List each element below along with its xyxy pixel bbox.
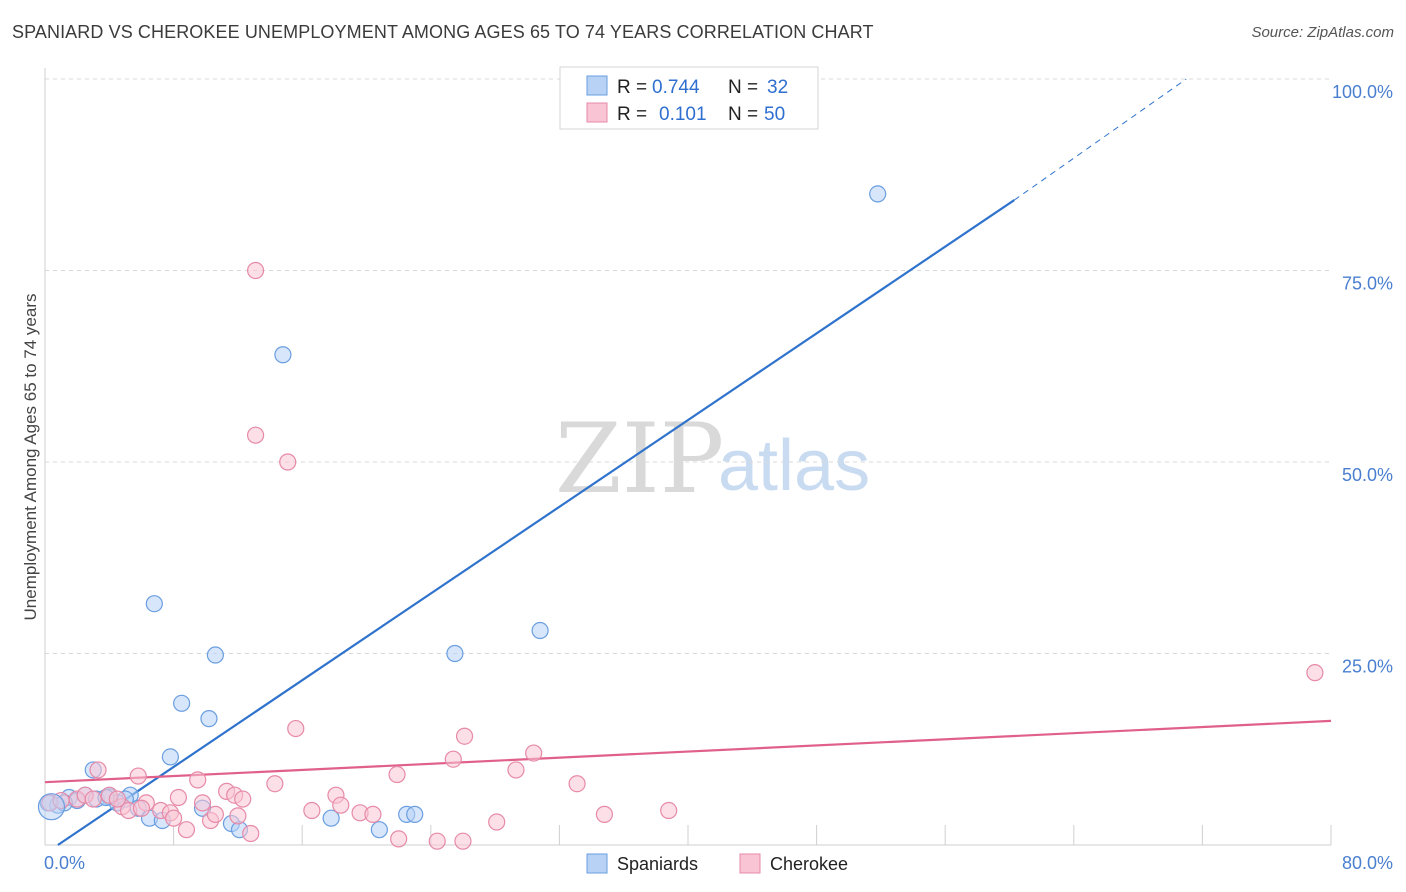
legend-swatch-spaniards <box>586 75 608 96</box>
legend-r-value-spaniards: 0.744 <box>652 77 700 98</box>
point-spaniards <box>200 710 218 728</box>
point-cherokee <box>189 771 207 789</box>
x-tick-labels: 0.0% 80.0% <box>44 853 1393 873</box>
source-credit: Source: ZipAtlas.com <box>1251 24 1394 41</box>
legend-n-value-cherokee: 50 <box>764 104 785 125</box>
point-cherokee <box>246 261 265 280</box>
y-axis-label: Unemployment Among Ages 65 to 74 years <box>21 294 40 621</box>
legend-r-label-cherokee: R = <box>617 104 647 125</box>
point-cherokee <box>234 790 252 808</box>
x-tick-label-max: 80.0% <box>1342 853 1393 873</box>
bottom-legend-swatch-cherokee <box>739 853 761 874</box>
x-tick-label-min: 0.0% <box>44 853 85 873</box>
point-spaniards <box>322 809 340 827</box>
watermark: ZIP atlas <box>555 403 870 515</box>
point-cherokee <box>84 790 102 808</box>
point-cherokee <box>229 807 247 825</box>
point-cherokee <box>169 788 188 807</box>
point-cherokee <box>454 832 472 850</box>
point-cherokee <box>568 775 586 793</box>
point-cherokee <box>287 719 305 738</box>
bottom-legend: Spaniards Cherokee <box>586 853 848 874</box>
axes <box>44 68 1332 846</box>
point-cherokee <box>177 821 196 839</box>
point-cherokee <box>132 799 151 817</box>
point-cherokee <box>388 765 406 784</box>
trend-line-cherokee <box>44 719 1332 784</box>
y-tick-labels: 25.0% 50.0% 75.0% 100.0% <box>1332 82 1393 677</box>
bottom-legend-label-spaniards: Spaniards <box>617 854 698 874</box>
point-spaniards <box>406 805 424 823</box>
point-spaniards <box>531 621 549 640</box>
point-spaniards <box>161 748 179 766</box>
point-cherokee <box>507 761 525 779</box>
point-spaniards <box>370 821 388 839</box>
legend-n-value-spaniards: 32 <box>767 77 788 98</box>
watermark-atlas: atlas <box>718 426 870 506</box>
y-tick-label: 75.0% <box>1342 274 1393 294</box>
point-cherokee <box>165 809 183 827</box>
legend-r-value-cherokee: 0.101 <box>659 104 707 125</box>
point-cherokee <box>455 727 474 745</box>
point-cherokee <box>428 832 446 850</box>
legend-r-label-spaniards: R = <box>617 77 647 98</box>
legend-swatch-cherokee <box>586 102 608 123</box>
point-cherokee <box>266 775 284 793</box>
trend-line-spaniards <box>57 199 1015 846</box>
data-points <box>37 185 1324 850</box>
chart-title: SPANIARD VS CHEROKEE UNEMPLOYMENT AMONG … <box>12 22 874 42</box>
point-cherokee <box>525 744 543 762</box>
point-cherokee <box>206 805 224 823</box>
point-cherokee <box>193 794 212 812</box>
point-cherokee <box>364 805 382 823</box>
legend-n-label-cherokee: N = <box>728 104 758 125</box>
point-spaniards <box>145 595 163 613</box>
point-cherokee <box>332 796 350 814</box>
point-cherokee <box>444 750 462 768</box>
point-cherokee <box>108 790 126 808</box>
point-cherokee <box>129 767 147 785</box>
point-cherokee <box>89 761 107 779</box>
point-cherokee <box>390 830 408 848</box>
point-cherokee <box>488 813 506 831</box>
y-tick-label: 25.0% <box>1342 657 1393 677</box>
trend-line-spaniards-extension <box>1014 78 1187 201</box>
trend-lines <box>44 78 1332 846</box>
point-cherokee <box>242 824 260 843</box>
point-spaniards <box>274 346 292 364</box>
point-cherokee <box>303 801 321 820</box>
watermark-zip: ZIP <box>555 403 724 515</box>
y-tick-label: 100.0% <box>1332 82 1393 102</box>
point-spaniards <box>446 644 464 663</box>
point-cluster-origin <box>37 793 66 821</box>
point-spaniards <box>206 646 224 664</box>
point-spaniards <box>173 694 191 712</box>
point-cherokee <box>279 453 297 471</box>
legend-n-label-spaniards: N = <box>728 77 758 98</box>
y-tick-label: 50.0% <box>1342 465 1393 485</box>
point-spaniards <box>869 185 887 203</box>
point-cherokee <box>246 426 265 444</box>
point-cherokee <box>660 801 678 820</box>
legend: R = 0.744 N = 32 R = 0.101 N = 50 <box>559 66 819 130</box>
bottom-legend-swatch-spaniards <box>586 853 608 874</box>
point-cherokee <box>1306 664 1324 682</box>
point-cherokee <box>595 805 614 823</box>
grid <box>45 78 1331 654</box>
bottom-legend-label-cherokee: Cherokee <box>770 854 848 874</box>
